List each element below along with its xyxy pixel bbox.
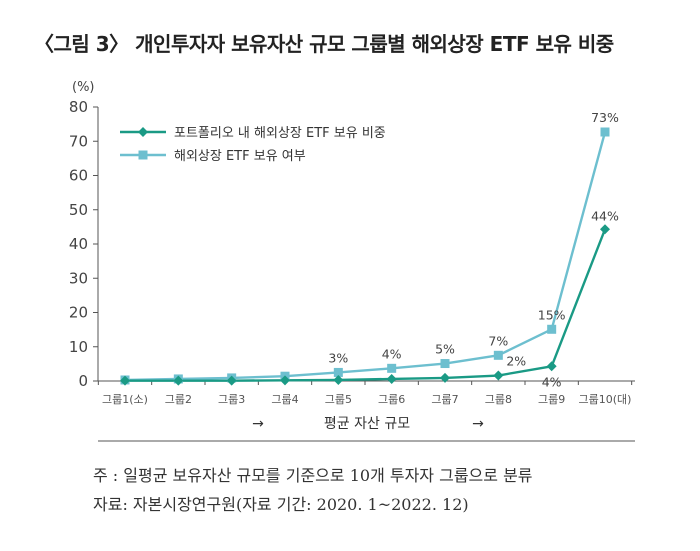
data-label: 73% xyxy=(591,110,619,125)
x-axis: 그룹1(소) 그룹2 그룹3 그룹4 그룹5 그룹6 그룹7 그룹8 그룹9 그룹10(대) → 평균… xyxy=(97,380,635,442)
x-tick-label: 그룹6 xyxy=(378,393,405,406)
y-tick-label: 20 xyxy=(69,304,88,322)
series-2-point xyxy=(440,359,450,369)
y-tick-label: 40 xyxy=(69,235,88,253)
y-axis: (%) 0 10 20 30 40 50 60 70 80 xyxy=(69,80,99,390)
x-tick-label: 그룹1(소) xyxy=(102,393,148,406)
y-tick-label: 30 xyxy=(69,269,88,287)
series-2-point xyxy=(387,363,397,373)
x-tick-label: 그룹5 xyxy=(325,393,352,406)
x-tick-label: 그룹10(대) xyxy=(579,393,632,406)
data-label: 3% xyxy=(328,350,348,365)
data-label: 4% xyxy=(382,346,402,361)
y-tick-label: 70 xyxy=(69,132,88,150)
series-1-point xyxy=(226,375,237,386)
legend-marker-1 xyxy=(138,127,148,137)
series-line-1 xyxy=(125,228,607,382)
data-label: 2% xyxy=(506,354,526,369)
data-labels: 3% 4% 5% 7% 15% 73% 2% 4% 44% xyxy=(328,110,619,389)
y-tick-label: 80 xyxy=(69,98,88,116)
data-label: 15% xyxy=(538,307,566,322)
data-label: 7% xyxy=(488,333,508,348)
series-2-point xyxy=(333,367,343,377)
series-1-point xyxy=(120,375,130,386)
y-tick-label: 50 xyxy=(69,201,88,219)
series-line-2 xyxy=(124,131,607,382)
footnote: 주 : 일평균 보유자산 규모를 기준으로 10개 투자자 그룹으로 분류 xyxy=(93,466,533,485)
series-2-point xyxy=(600,127,610,137)
y-tick-label: 60 xyxy=(69,167,88,185)
data-label: 4% xyxy=(542,374,562,389)
series-1-point xyxy=(280,375,290,386)
legend-label-1: 포트폴리오 내 해외상장 ETF 보유 비중 xyxy=(174,126,386,141)
x-tick-label: 그룹3 xyxy=(218,393,245,406)
y-tick-label: 0 xyxy=(78,372,88,390)
series-1-point xyxy=(546,361,557,372)
series-lines xyxy=(124,131,607,382)
x-tick-label: 그룹9 xyxy=(538,393,565,406)
series-1-point xyxy=(440,372,450,383)
legend-label-2: 해외상장 ETF 보유 여부 xyxy=(174,149,306,164)
x-tick-label: 그룹2 xyxy=(165,393,192,406)
x-arrow-right: → xyxy=(472,416,484,432)
data-label: 5% xyxy=(435,342,455,357)
series-1-point xyxy=(386,373,397,384)
data-label: 44% xyxy=(591,208,619,223)
series-1-point xyxy=(493,370,504,381)
x-axis-title: 평균 자산 규모 xyxy=(324,416,410,432)
x-tick-label: 그룹4 xyxy=(271,393,298,406)
y-tick-label: 10 xyxy=(69,338,88,356)
x-tick-label: 그룹8 xyxy=(485,393,512,406)
source-note: 자료: 자본시장연구원(자료 기간: 2020. 1~2022. 12) xyxy=(93,495,469,514)
y-unit-label: (%) xyxy=(72,80,95,95)
legend-marker-2 xyxy=(138,150,148,160)
chart-title: 〈그림 3〉 개인투자자 보유자산 규모 그룹별 해외상장 ETF 보유 비중 xyxy=(34,32,614,56)
series-1-point xyxy=(333,374,344,385)
series-markers xyxy=(120,127,610,386)
series-2-point xyxy=(493,350,503,360)
series-1-point xyxy=(600,224,610,235)
series-1-point xyxy=(173,375,184,386)
x-tick-label: 그룹7 xyxy=(431,393,458,406)
x-arrow-left: → xyxy=(252,416,264,432)
series-2-point xyxy=(547,324,557,334)
